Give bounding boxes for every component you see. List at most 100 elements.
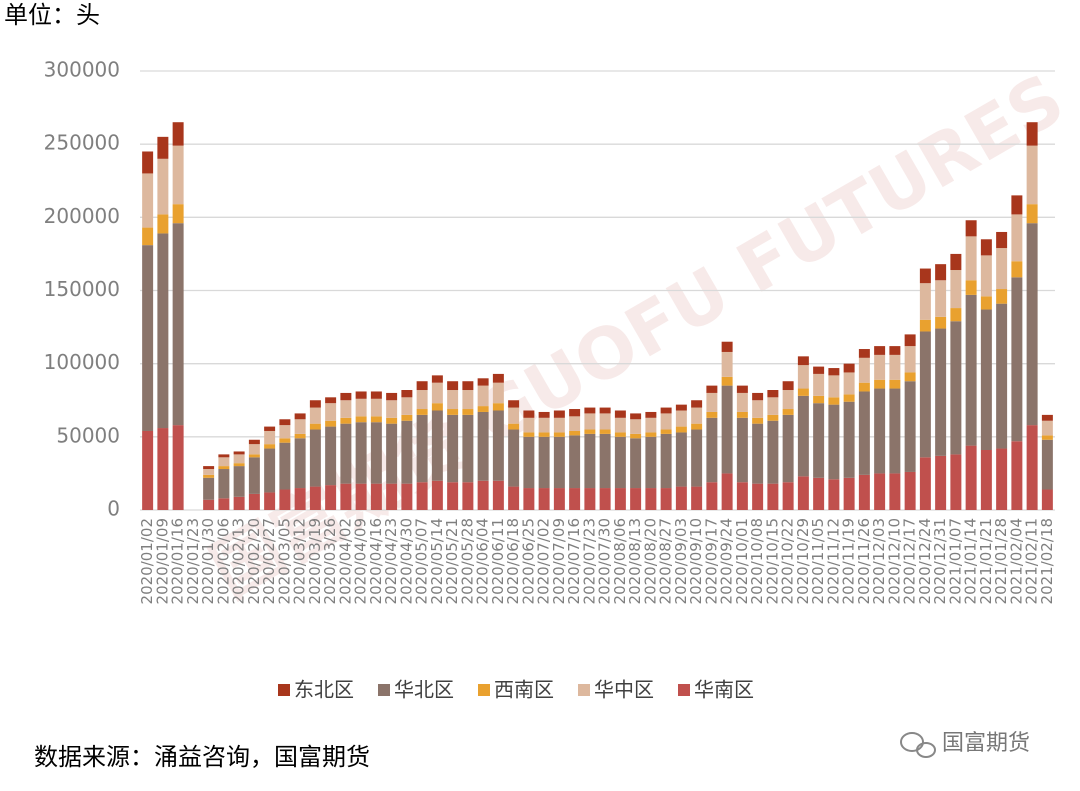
bar-segment — [828, 375, 840, 398]
bar-segment — [309, 407, 321, 424]
bar-segment — [279, 419, 291, 426]
bar-segment — [614, 417, 626, 433]
bar-segment — [950, 253, 962, 271]
bar-segment — [401, 414, 413, 421]
bar-segment — [996, 231, 1008, 249]
bar-segment — [767, 397, 779, 415]
bar-segment — [919, 268, 931, 284]
bar-segment — [279, 442, 291, 490]
bar-segment — [935, 455, 947, 510]
bar-segment — [1041, 414, 1053, 421]
bar-segment — [508, 400, 520, 408]
bar-segment — [874, 379, 886, 389]
bar-segment — [584, 413, 596, 430]
bar-segment — [447, 482, 459, 510]
bar-segment — [599, 413, 611, 430]
bar-segment — [477, 378, 489, 386]
watermark-icon — [900, 732, 936, 758]
bar-segment — [660, 413, 672, 430]
bar-segment — [355, 483, 367, 510]
x-tick-label: 2020/02/13 — [230, 518, 248, 604]
bar-segment — [218, 466, 230, 470]
bar-segment — [157, 214, 169, 234]
bar-segment — [843, 477, 855, 510]
x-tick-label: 2020/02/27 — [260, 518, 278, 604]
bar-segment — [904, 381, 916, 472]
bar-segment — [309, 423, 321, 430]
legend-label: 华中区 — [594, 678, 654, 702]
bar-segment — [828, 368, 840, 376]
bar-segment — [294, 433, 306, 439]
bar-segment — [325, 397, 337, 404]
bar-segment — [706, 411, 718, 418]
bar-segment — [264, 444, 276, 449]
bar-segment — [386, 400, 398, 418]
bar-segment — [355, 391, 367, 399]
bar-segment — [630, 438, 642, 489]
bar-segment — [416, 381, 428, 391]
x-tick-label: 2020/06/25 — [519, 518, 537, 604]
bar-segment — [142, 151, 154, 174]
source: 数据来源：涌益咨询，国富期货 — [34, 743, 370, 771]
x-tick-label: 2020/11/05 — [809, 518, 827, 604]
bar-segment — [416, 482, 428, 510]
bar-segment — [782, 390, 794, 410]
bar-segment — [691, 486, 703, 510]
bar-segment — [264, 426, 276, 431]
x-tick-label: 2020/09/03 — [672, 518, 690, 604]
bar-segment — [965, 280, 977, 295]
bar-segment — [919, 319, 931, 332]
bar-segment — [950, 321, 962, 455]
legend-label: 华北区 — [394, 678, 454, 702]
bar-segment — [553, 432, 565, 437]
bar-segment — [355, 422, 367, 484]
bar-segment — [142, 245, 154, 431]
x-tick-label: 2020/07/23 — [580, 518, 598, 604]
watermark: 国富期货 — [942, 731, 1030, 756]
bar-segment — [523, 436, 535, 489]
bar-segment — [675, 410, 687, 427]
bar-segment — [218, 498, 230, 510]
bar-segment — [813, 403, 825, 478]
bar-segment — [797, 395, 809, 477]
bar-segment — [477, 480, 489, 510]
bar-segment — [797, 388, 809, 396]
x-tick-label: 2020/02/06 — [214, 518, 232, 604]
bar-segment — [614, 410, 626, 418]
bar-segment — [691, 423, 703, 430]
bar-segment — [569, 409, 581, 417]
bar-segment — [508, 407, 520, 424]
bar-segment — [431, 403, 443, 411]
bar-segment — [843, 363, 855, 373]
bar-segment — [645, 436, 657, 489]
x-tick-label: 2020/01/23 — [184, 518, 202, 604]
bar-segment — [538, 488, 550, 510]
bar-segment — [599, 488, 611, 510]
bar-segment — [386, 483, 398, 510]
bar-segment — [1026, 425, 1038, 510]
y-tick-label: 250000 — [44, 131, 120, 155]
legend-swatch — [678, 684, 690, 696]
bar-segment — [401, 483, 413, 510]
bar-segment — [752, 392, 764, 401]
bar-segment — [553, 417, 565, 433]
x-tick-label: 2021/01/07 — [946, 518, 964, 604]
bar-segment — [142, 173, 154, 228]
bar-segment — [233, 496, 245, 510]
bar-segment — [614, 436, 626, 489]
bar-segment — [508, 423, 520, 430]
y-tick-label: 200000 — [44, 204, 120, 228]
x-tick-label: 2021/02/11 — [1023, 518, 1041, 604]
bar-segment — [233, 466, 245, 497]
bar-segment — [919, 331, 931, 458]
bar-segment — [660, 433, 672, 489]
bar-segment — [294, 488, 306, 510]
bar-segment — [264, 448, 276, 493]
bar-segment — [706, 385, 718, 393]
x-tick-label: 2020/04/02 — [336, 518, 354, 604]
bar-segment — [203, 469, 215, 475]
bar-segment — [721, 341, 733, 352]
bar-segment — [1011, 277, 1023, 442]
x-tick-label: 2020/03/19 — [306, 518, 324, 604]
